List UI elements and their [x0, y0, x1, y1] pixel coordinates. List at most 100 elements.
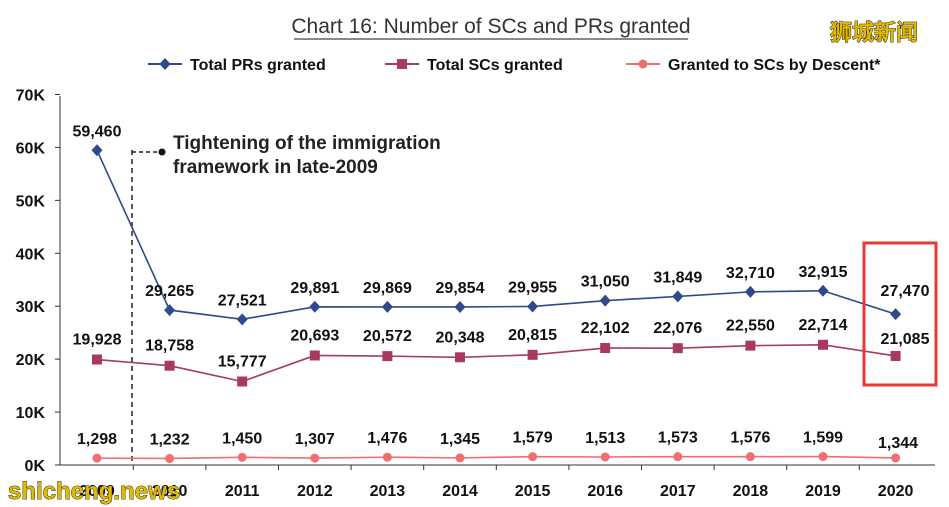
- data-label-granted-to-scs-by-descent: 1,579: [513, 430, 553, 447]
- data-point-granted-to-scs-by-descent: [382, 452, 392, 462]
- data-point-total-scs-granted: [92, 354, 102, 365]
- x-tick-label: 2010: [152, 483, 188, 500]
- y-axis-ticks: 0K 10K 20K 30K 40K 50K 60K 70K: [16, 88, 60, 475]
- data-label-total-scs-granted: 20,693: [290, 327, 339, 344]
- data-point-total-prs-granted: [309, 300, 321, 313]
- series-line-total-scs-granted: [96, 343, 896, 383]
- data-point-granted-to-scs-by-descent: [92, 453, 102, 463]
- data-label-total-scs-granted: 15,777: [218, 353, 267, 370]
- data-label-total-prs-granted: 29,891: [290, 280, 339, 297]
- chart-title: Chart 16: Number of SCs and PRs granted: [291, 15, 690, 38]
- data-label-granted-to-scs-by-descent: 1,576: [730, 430, 770, 447]
- data-point-total-prs-granted: [454, 300, 466, 313]
- legend-marker: [397, 59, 407, 69]
- legend-marker: [638, 59, 648, 69]
- data-point-total-prs-granted: [164, 304, 176, 317]
- data-label-granted-to-scs-by-descent: 1,476: [367, 430, 407, 447]
- data-point-granted-to-scs-by-descent: [165, 453, 175, 463]
- watermark-top-right: 狮城新闻: [830, 20, 918, 45]
- legend-label-total-prs-granted: Total PRs granted: [190, 57, 326, 74]
- annotation-line-2: framework in late-2009: [173, 157, 378, 178]
- data-label-total-prs-granted: 27,470: [881, 283, 930, 300]
- x-tick-label: 2017: [660, 483, 696, 500]
- x-tick-label: 2011: [225, 483, 260, 500]
- x-axis-ticks: 2009 2010 2011 2012 2013 2014 2015 2016 2017 2018…: [79, 465, 913, 500]
- data-point-total-prs-granted: [817, 284, 829, 297]
- data-point-total-scs-granted: [237, 376, 248, 387]
- data-label-granted-to-scs-by-descent: 1,307: [295, 431, 335, 448]
- data-point-total-prs-granted: [381, 300, 393, 313]
- x-tick-label: 2009: [79, 483, 115, 500]
- data-label-granted-to-scs-by-descent: 1,573: [658, 430, 698, 447]
- data-label-total-prs-granted: 32,915: [799, 264, 848, 281]
- data-point-total-scs-granted: [672, 343, 683, 354]
- data-label-granted-to-scs-by-descent: 1,345: [440, 431, 480, 448]
- data-point-total-scs-granted: [382, 351, 393, 362]
- data-point-total-scs-granted: [309, 350, 320, 361]
- data-point-granted-to-scs-by-descent: [673, 452, 683, 462]
- legend: Total PRs granted Total SCs granted Grante…: [148, 57, 881, 74]
- data-point-granted-to-scs-by-descent: [745, 452, 755, 462]
- data-label-total-scs-granted: 22,076: [653, 320, 702, 337]
- data-label-total-prs-granted: 29,854: [436, 280, 485, 297]
- data-label-granted-to-scs-by-descent: 1,450: [222, 430, 262, 447]
- data-point-granted-to-scs-by-descent: [818, 452, 828, 462]
- data-label-total-scs-granted: 21,085: [881, 331, 930, 348]
- data-point-granted-to-scs-by-descent: [310, 453, 320, 463]
- data-point-total-scs-granted: [745, 340, 756, 351]
- data-label-granted-to-scs-by-descent: 1,599: [803, 430, 843, 447]
- data-label-total-prs-granted: 27,521: [218, 292, 267, 309]
- x-tick-label: 2013: [370, 483, 406, 500]
- data-label-total-scs-granted: 22,714: [799, 317, 848, 334]
- data-label-total-scs-granted: 20,815: [508, 327, 557, 344]
- x-tick-label: 2020: [878, 483, 914, 500]
- annotation-dot: [158, 148, 166, 156]
- legend-marker: [159, 58, 171, 70]
- annotation: Tightening of the immigration framework …: [131, 133, 441, 465]
- y-tick-label: 0K: [25, 458, 46, 475]
- data-point-total-scs-granted: [455, 352, 465, 363]
- data-label-total-prs-granted: 31,050: [581, 274, 630, 291]
- data-label-total-prs-granted: 29,955: [508, 279, 557, 296]
- data-label-total-prs-granted: 29,265: [145, 283, 194, 300]
- x-tick-label: 2019: [805, 483, 841, 500]
- data-label-total-scs-granted: 22,102: [581, 320, 630, 337]
- data-point-total-prs-granted: [236, 313, 248, 326]
- data-point-total-prs-granted: [744, 285, 756, 298]
- data-label-total-scs-granted: 18,758: [145, 338, 194, 355]
- legend-label-granted-to-scs-by-descent: Granted to SCs by Descent*: [668, 57, 881, 74]
- data-label-total-prs-granted: 32,710: [726, 265, 775, 282]
- y-tick-label: 30K: [16, 299, 46, 316]
- data-label-granted-to-scs-by-descent: 1,513: [585, 430, 625, 447]
- data-label-total-prs-granted: 59,460: [73, 123, 122, 140]
- y-tick-label: 40K: [16, 246, 46, 263]
- data-label-total-scs-granted: 19,928: [73, 332, 122, 349]
- y-tick-label: 20K: [16, 352, 46, 369]
- data-point-total-prs-granted: [599, 294, 611, 307]
- data-point-total-prs-granted: [890, 308, 902, 321]
- legend-label-total-scs-granted: Total SCs granted: [427, 57, 563, 74]
- data-point-total-scs-granted: [890, 350, 901, 361]
- data-label-granted-to-scs-by-descent: 1,298: [77, 431, 117, 448]
- data-point-total-scs-granted: [818, 339, 828, 350]
- data-label-total-scs-granted: 22,550: [726, 318, 775, 335]
- data-labels: 59,460 29,265 27,521 29,891 29,869 29,854 29,9…: [73, 123, 930, 452]
- data-point-granted-to-scs-by-descent: [891, 453, 901, 463]
- data-point-granted-to-scs-by-descent: [600, 452, 610, 462]
- series-line-total-prs-granted: [96, 149, 896, 321]
- data-point-total-prs-granted: [91, 144, 103, 157]
- x-tick-label: 2015: [515, 483, 551, 500]
- data-label-total-prs-granted: 29,869: [363, 280, 412, 297]
- data-point-total-scs-granted: [164, 360, 175, 371]
- data-label-total-scs-granted: 20,348: [436, 329, 485, 346]
- annotation-line-1: Tightening of the immigration: [173, 133, 441, 154]
- data-point-total-scs-granted: [600, 343, 611, 354]
- data-point-total-scs-granted: [527, 349, 538, 360]
- data-label-granted-to-scs-by-descent: 1,232: [150, 431, 190, 448]
- data-label-total-prs-granted: 31,849: [653, 269, 702, 286]
- series-line-granted-to-scs-by-descent: [96, 455, 896, 460]
- data-label-granted-to-scs-by-descent: 1,344: [878, 435, 918, 452]
- x-tick-label: 2018: [733, 483, 769, 500]
- x-tick-label: 2016: [587, 483, 623, 500]
